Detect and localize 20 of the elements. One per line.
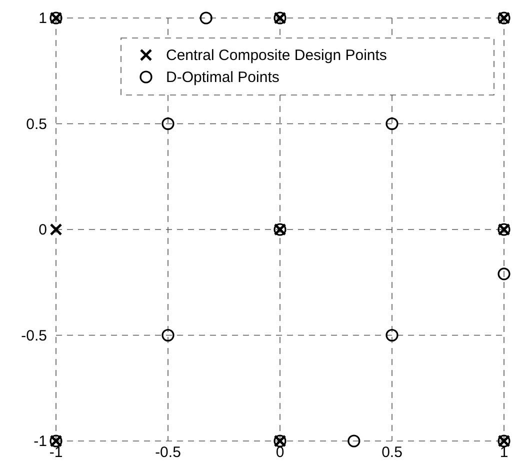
point [162,117,174,130]
legend-label: Central Composite Design Points [166,47,387,64]
point [386,328,398,342]
x-tick-label: 0.5 [382,444,402,461]
point [386,117,398,130]
x-tick-label: -0.5 [155,444,181,461]
y-tick-label: -1 [34,433,47,450]
x-tick-label: -1 [49,444,63,461]
x-tick-label: 1 [500,444,508,461]
y-tick-label: 1 [38,10,47,27]
point [162,328,174,342]
point [50,223,62,236]
x-tick-label: 0 [276,444,284,461]
point [498,268,510,280]
point [348,434,360,448]
legend-label: D-Optimal Points [166,69,280,86]
y-tick-label: -0.5 [21,327,47,344]
y-tick-label: 0 [38,222,47,238]
point [200,12,212,24]
y-tick-label: 0.5 [26,116,47,133]
